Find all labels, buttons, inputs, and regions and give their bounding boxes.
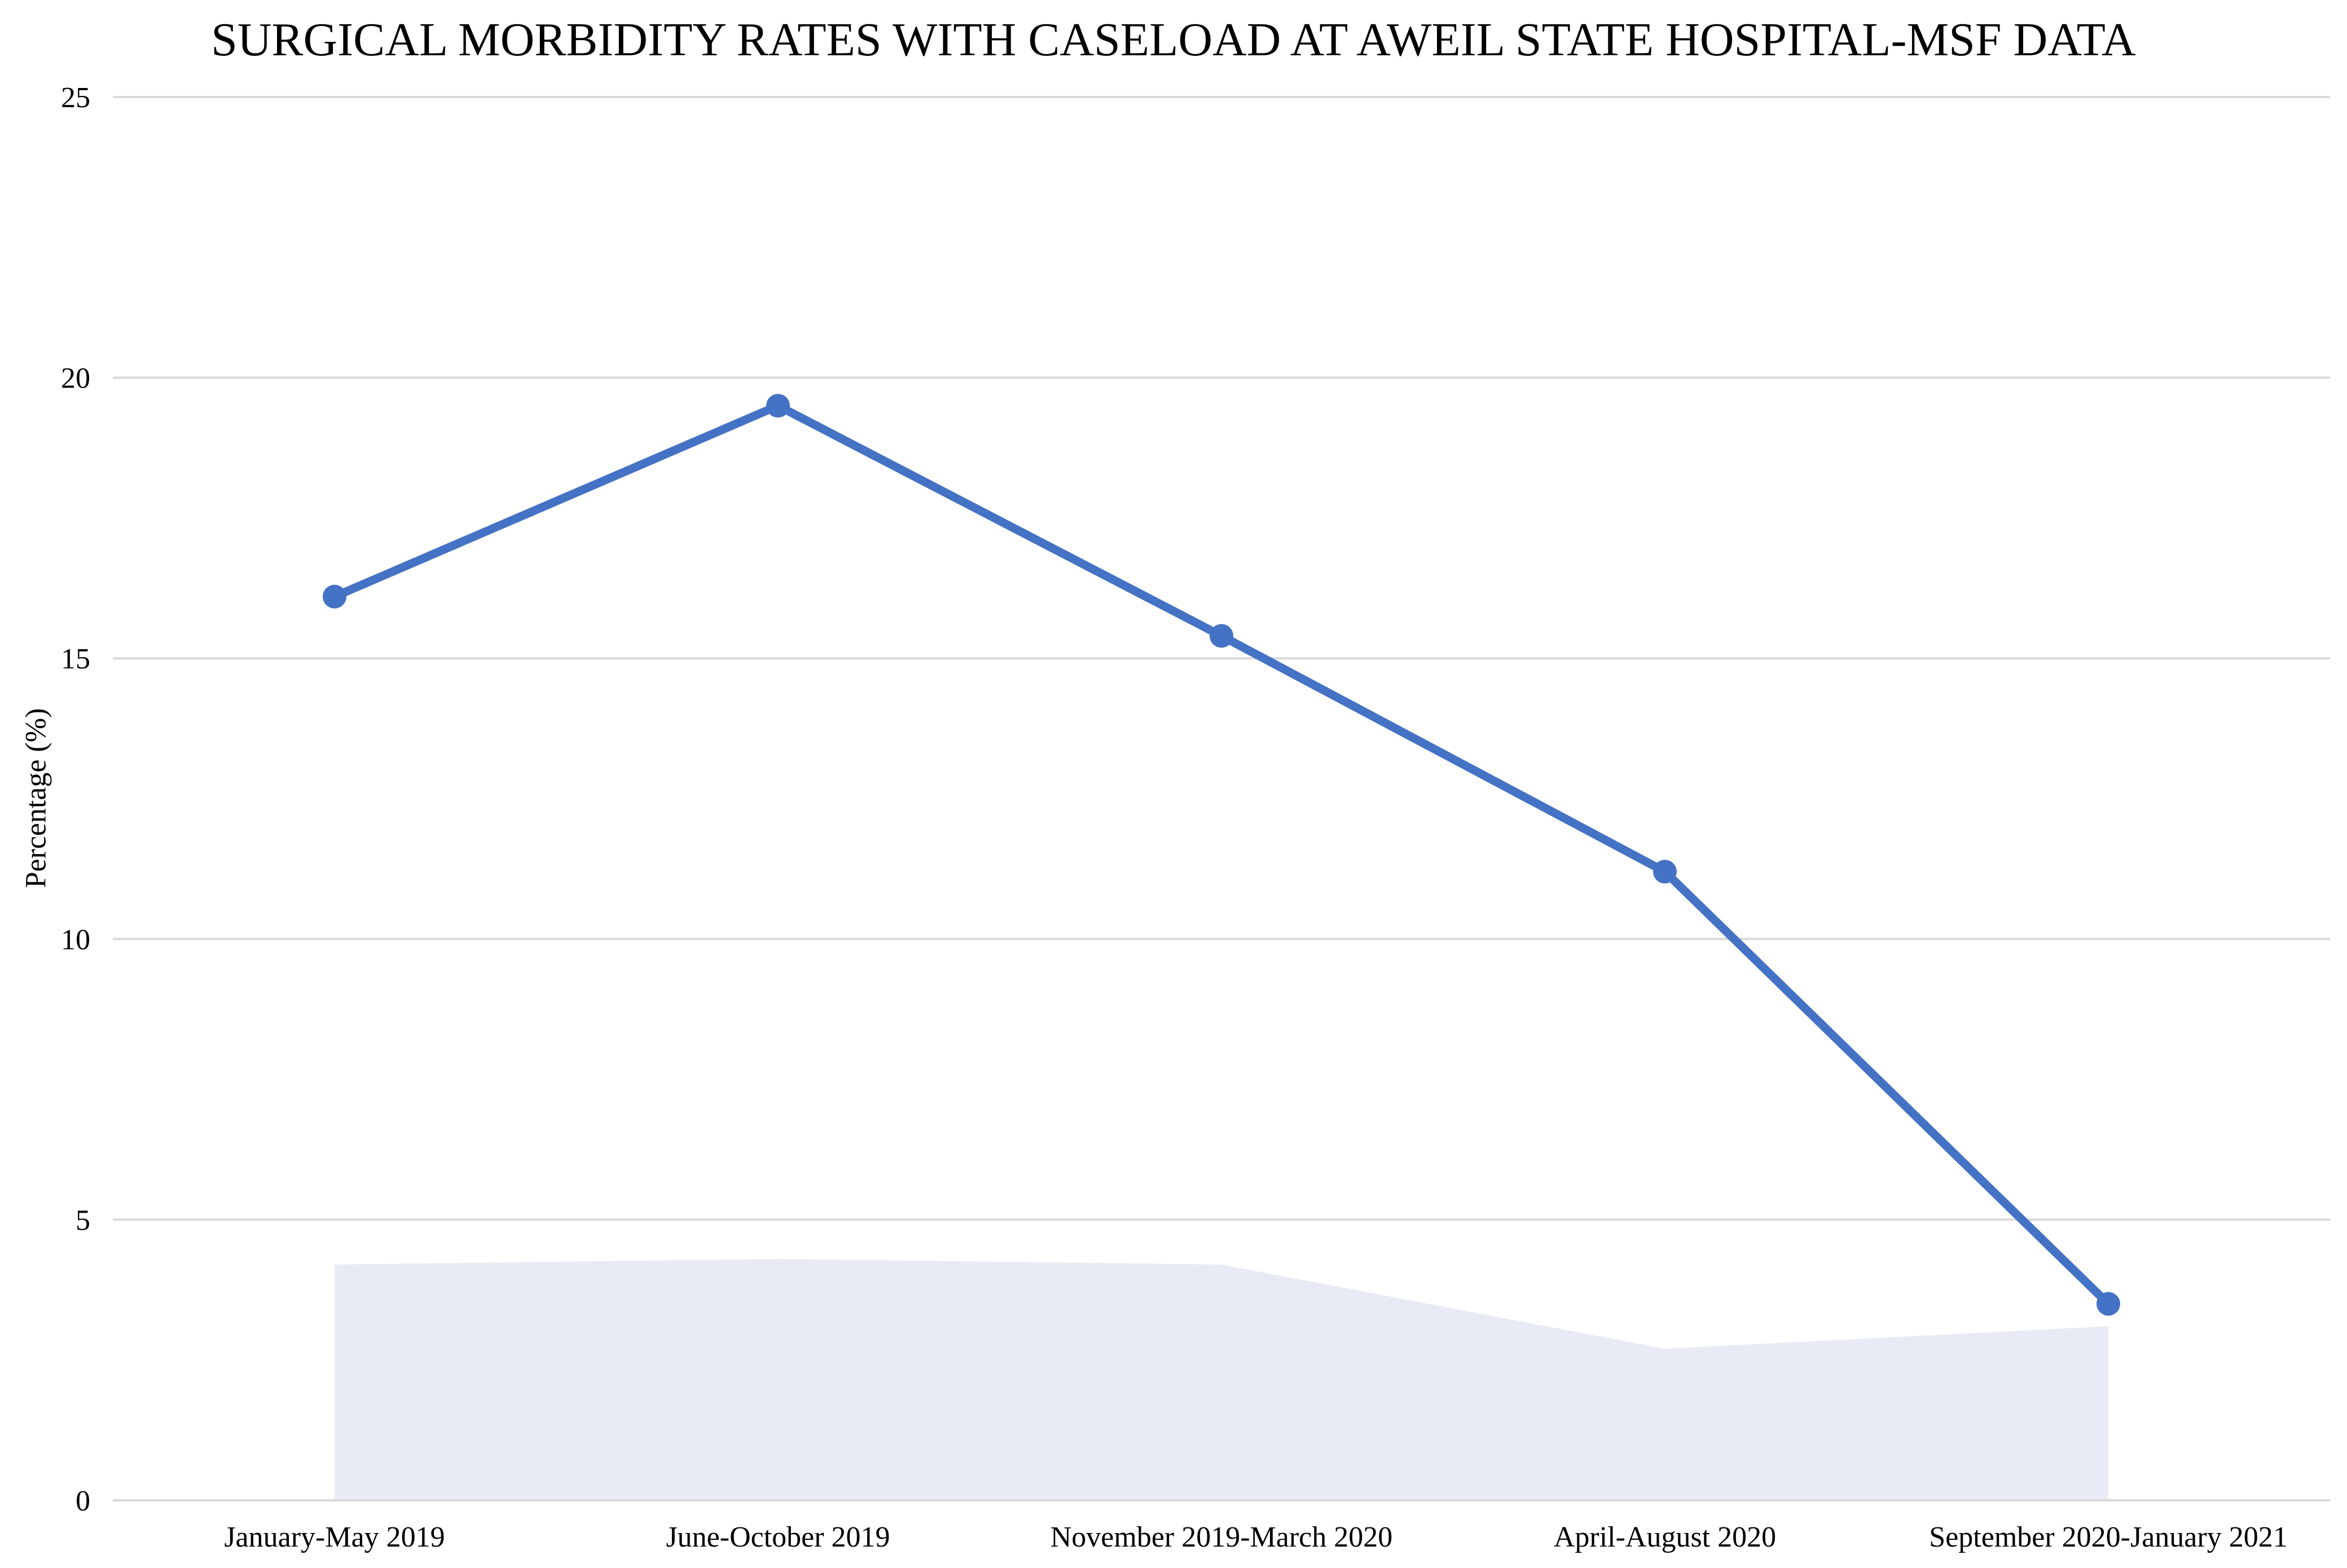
data-point-marker bbox=[1210, 624, 1233, 648]
data-point-marker bbox=[766, 394, 790, 418]
x-tick-label: November 2019-March 2020 bbox=[1051, 1521, 1393, 1553]
x-tick-label: April-August 2020 bbox=[1554, 1521, 1776, 1553]
x-tick-label: September 2020-January 2021 bbox=[1929, 1521, 2287, 1553]
caseload-area-series bbox=[335, 1259, 2108, 1500]
y-tick-label: 10 bbox=[61, 924, 90, 956]
morbidity-line-series bbox=[330, 401, 2113, 1309]
x-tick-label: January-May 2019 bbox=[224, 1521, 445, 1553]
data-point-marker bbox=[2097, 1292, 2120, 1316]
y-tick-label: 25 bbox=[61, 82, 90, 114]
data-point-marker bbox=[1653, 860, 1677, 884]
y-tick-label: 0 bbox=[76, 1485, 90, 1517]
y-tick-label: 15 bbox=[61, 643, 90, 675]
x-tick-label: June-October 2019 bbox=[666, 1521, 890, 1553]
data-point-marker bbox=[323, 584, 346, 609]
chart-title: SURGICAL MORBIDITY RATES WITH CASELOAD A… bbox=[211, 14, 2136, 66]
y-tick-label: 5 bbox=[76, 1204, 90, 1236]
y-tick-label: 20 bbox=[61, 363, 90, 395]
